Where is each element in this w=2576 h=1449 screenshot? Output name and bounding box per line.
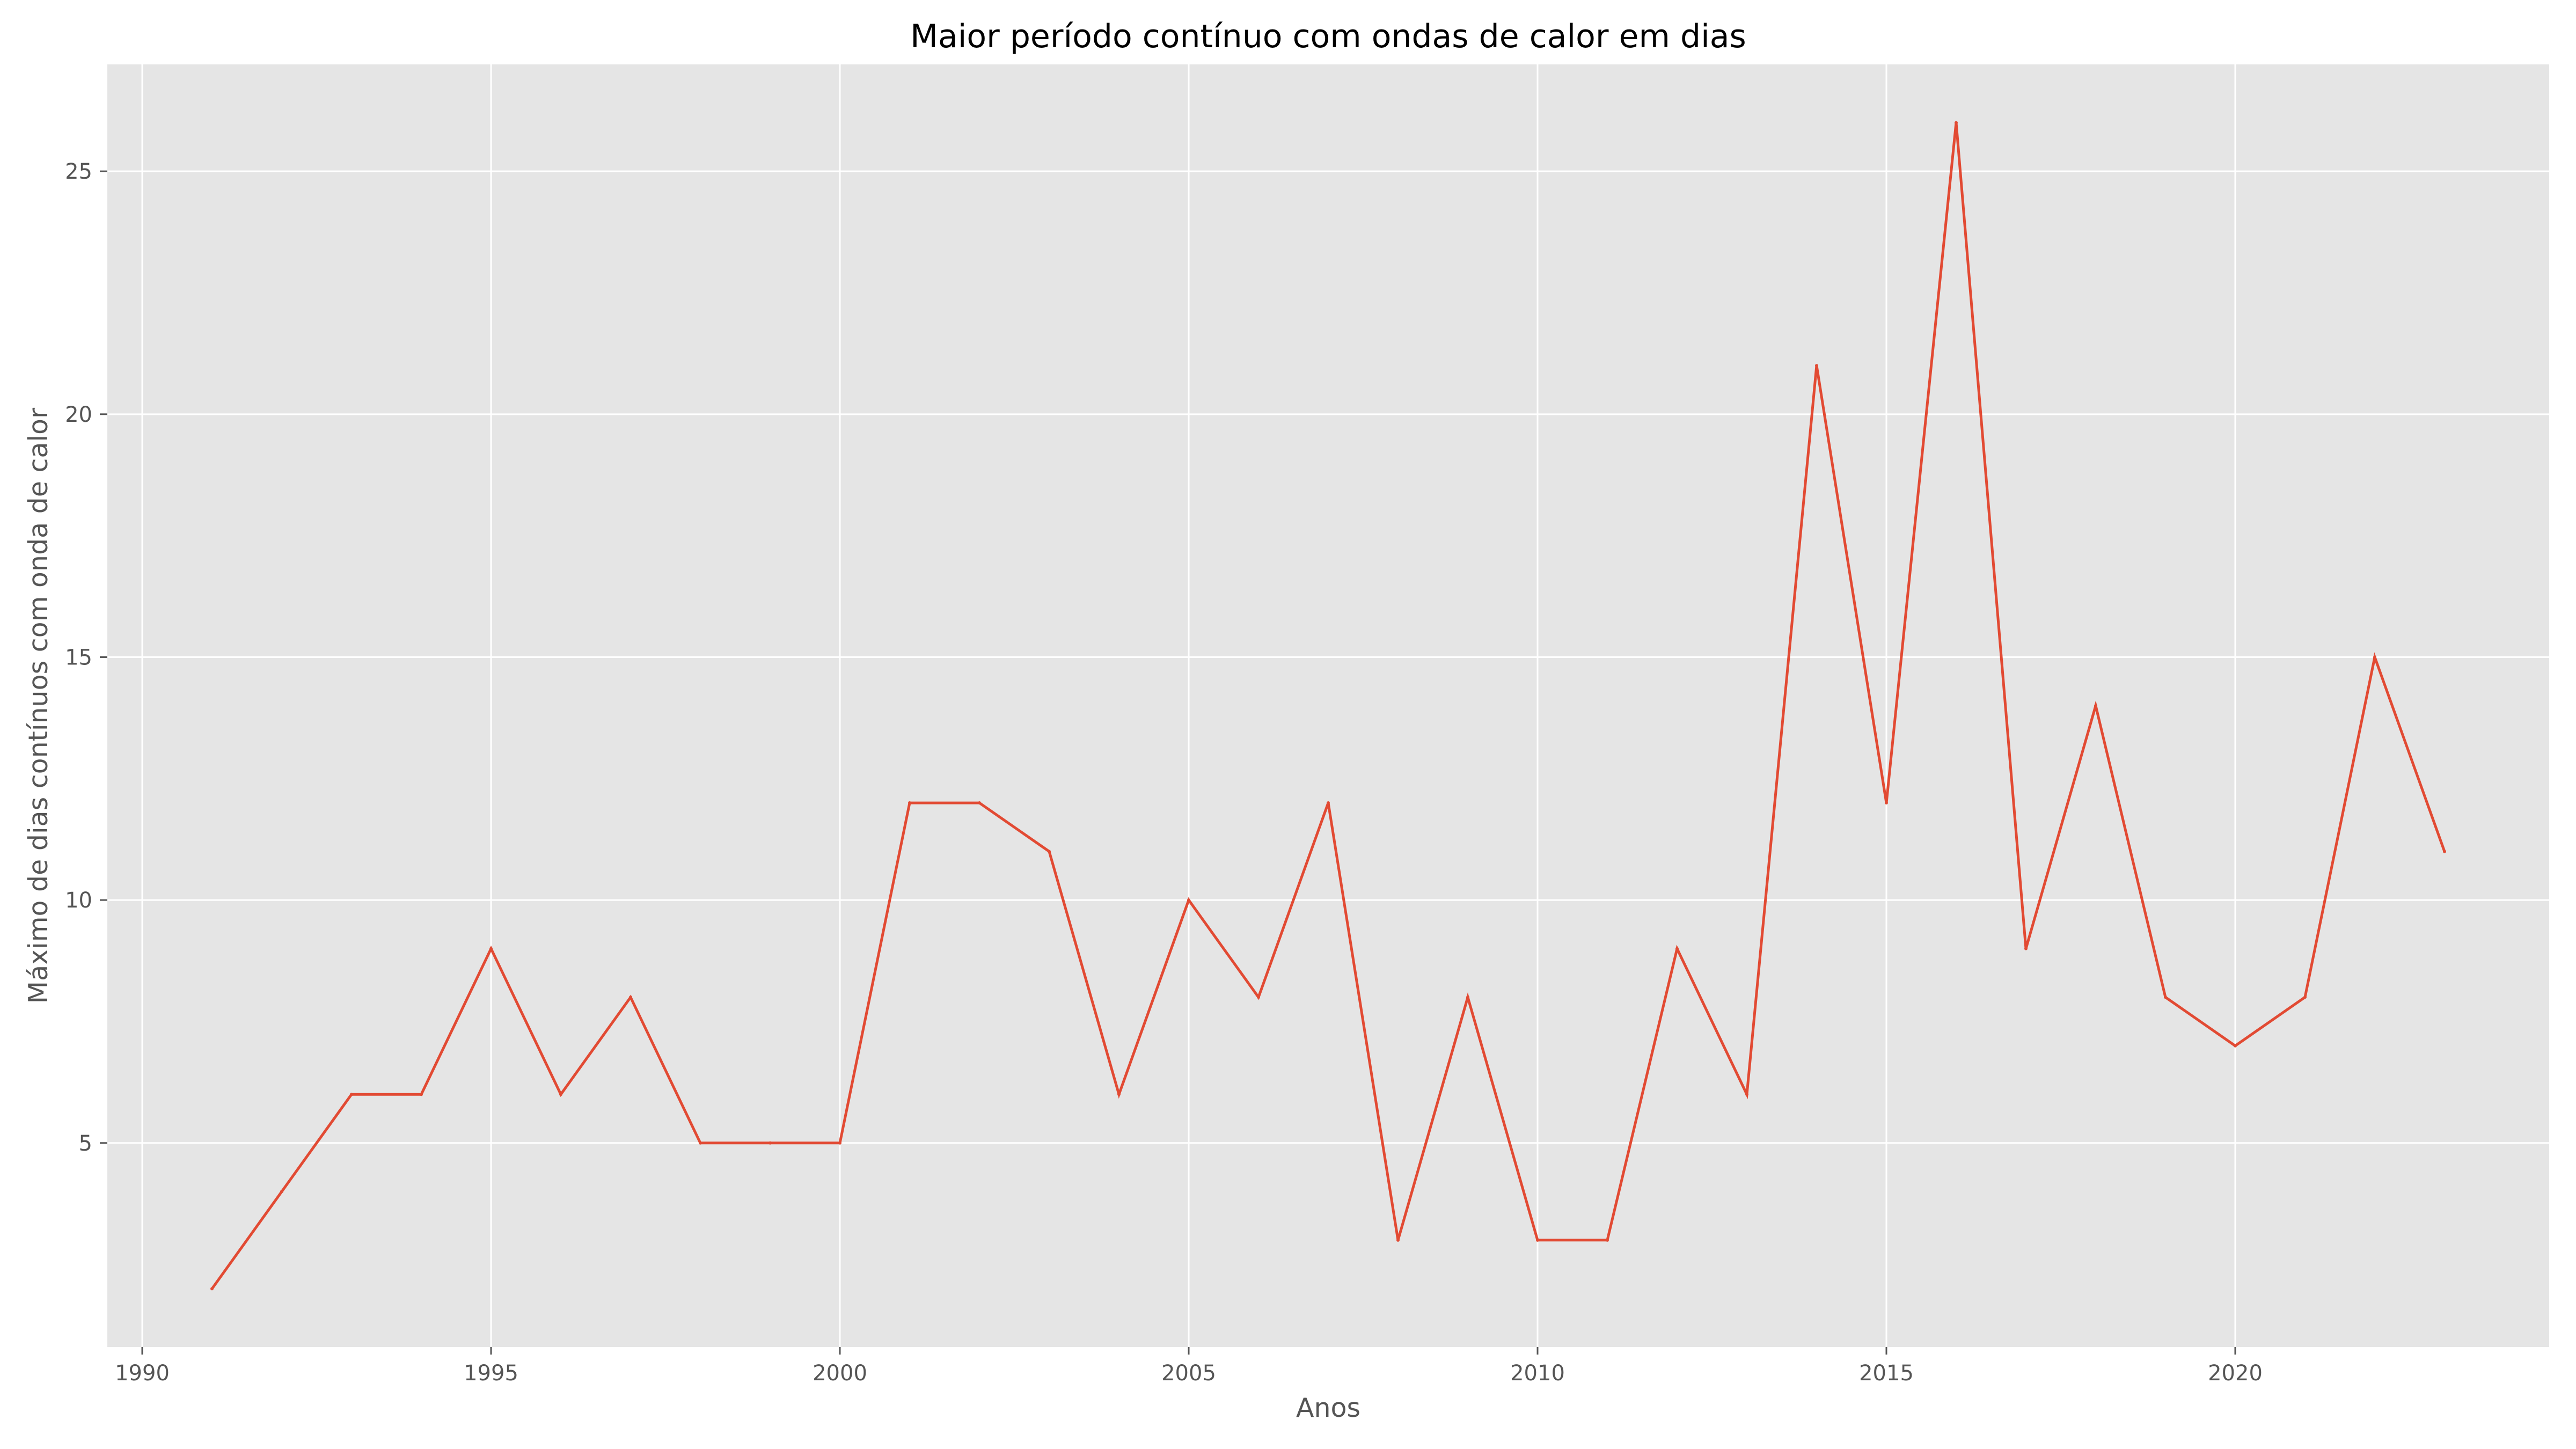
plot-area (107, 64, 2549, 1347)
y-tick-label: 5 (79, 1131, 92, 1156)
data-point (1187, 898, 1190, 902)
data-point (420, 1093, 423, 1096)
data-point (2303, 996, 2307, 999)
data-point (2234, 1044, 2237, 1048)
series-group (210, 121, 2446, 1291)
data-point (2164, 996, 2167, 999)
data-point (1536, 1238, 1539, 1242)
y-tick-label: 10 (65, 888, 92, 913)
data-point (1606, 1238, 1609, 1242)
x-tick-label: 2010 (1510, 1361, 1565, 1386)
data-point (769, 1141, 772, 1145)
data-point (629, 996, 632, 999)
x-axis-label: Anos (1296, 1393, 1360, 1423)
data-point (489, 947, 493, 950)
data-point (559, 1093, 562, 1096)
y-tick-label: 25 (65, 159, 92, 184)
data-point (2024, 947, 2028, 950)
x-tick-label: 2015 (1859, 1361, 1914, 1386)
data-point (1675, 947, 1679, 950)
data-point (280, 1190, 283, 1194)
data-point (2094, 704, 2097, 707)
x-tick-label: 1995 (464, 1361, 518, 1386)
data-point (1885, 801, 1888, 805)
y-tick-label: 20 (65, 402, 92, 427)
data-point (1955, 121, 1958, 125)
data-point (2443, 850, 2446, 853)
axis-ticks: 1990 1995 2000 2005 2010 2015 2020 5 10 15 20 25 (65, 159, 2263, 1386)
chart-title: Maior período contínuo com ondas de calo… (910, 18, 1746, 55)
x-tick-label: 2000 (813, 1361, 867, 1386)
data-point (1117, 1093, 1121, 1096)
data-point (1815, 364, 1818, 368)
data-point (1327, 801, 1330, 805)
data-point (2373, 655, 2376, 659)
data-point (1745, 1093, 1748, 1096)
data-point (1466, 996, 1469, 999)
x-tick-label: 2020 (2208, 1361, 2263, 1386)
data-point (838, 1141, 841, 1145)
data-point (1396, 1238, 1400, 1242)
data-point (350, 1093, 353, 1096)
data-point (1048, 850, 1051, 853)
data-point (210, 1287, 214, 1291)
data-point (978, 801, 981, 805)
data-point (908, 801, 911, 805)
x-tick-label: 1990 (115, 1361, 170, 1386)
y-axis-label: Máximo de dias contínuos com onda de cal… (23, 407, 54, 1004)
y-tick-label: 15 (65, 645, 92, 670)
data-point (1257, 996, 1260, 999)
x-tick-label: 2005 (1161, 1361, 1216, 1386)
data-point (699, 1141, 702, 1145)
